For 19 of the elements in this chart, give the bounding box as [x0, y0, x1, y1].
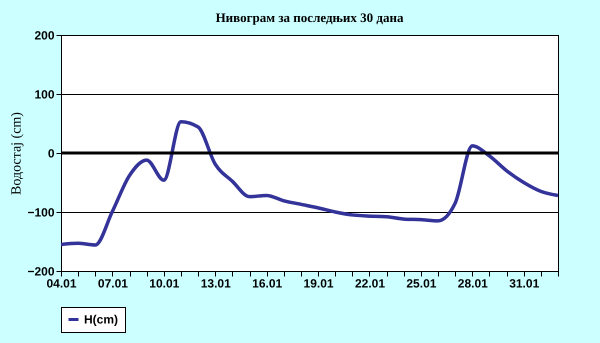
legend-label: H(cm) [84, 312, 118, 326]
line-series [59, 120, 560, 247]
y-tick-label: 200 [34, 28, 55, 42]
y-tick-label: 0 [48, 146, 55, 160]
x-tick-label: 31.01 [509, 276, 540, 290]
y-axis-title: Водостај (cm) [9, 112, 24, 195]
y-tick-label: −100 [27, 206, 55, 220]
x-tick-label: 22.01 [354, 276, 386, 290]
x-tick-label: 28.01 [458, 276, 488, 290]
x-tick-label: 13.01 [200, 276, 232, 290]
x-tick-label: 04.01 [46, 276, 77, 290]
x-tick-label: 16.01 [252, 276, 282, 290]
y-tick-label: −200 [27, 264, 55, 278]
x-tick-label: 10.01 [149, 276, 180, 290]
x-tick-label: 07.01 [98, 276, 128, 290]
y-tick-label: 100 [34, 88, 55, 102]
x-tick-label: 19.01 [304, 276, 334, 290]
chart-title: Нивограм за последњих 30 дана [216, 10, 404, 25]
x-tick-label: 25.01 [406, 276, 437, 290]
